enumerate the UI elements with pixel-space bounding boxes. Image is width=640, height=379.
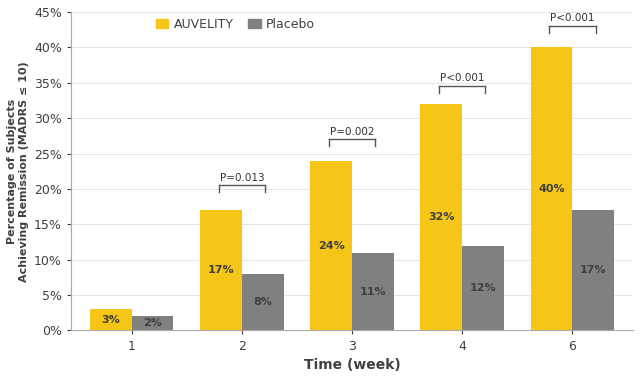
- Bar: [531, 47, 572, 330]
- Bar: [572, 210, 614, 330]
- Legend: AUVELITY, Placebo: AUVELITY, Placebo: [156, 18, 315, 31]
- Y-axis label: Percentage of Subjects
Achieving Remission (MADRS ≤ 10): Percentage of Subjects Achieving Remissi…: [7, 61, 29, 282]
- Text: P=0.002: P=0.002: [330, 127, 374, 136]
- Bar: [420, 104, 462, 330]
- Text: 11%: 11%: [360, 287, 387, 296]
- Bar: [132, 316, 173, 330]
- Text: 32%: 32%: [428, 212, 454, 222]
- Text: P=0.013: P=0.013: [220, 172, 264, 183]
- Text: 8%: 8%: [253, 297, 272, 307]
- Text: 12%: 12%: [470, 283, 497, 293]
- Bar: [242, 274, 284, 330]
- Bar: [462, 246, 504, 330]
- Text: P<0.001: P<0.001: [550, 13, 595, 23]
- Text: 40%: 40%: [538, 184, 565, 194]
- Bar: [310, 161, 352, 330]
- Text: 17%: 17%: [207, 265, 234, 275]
- X-axis label: Time (week): Time (week): [303, 358, 401, 372]
- Bar: [352, 253, 394, 330]
- Text: 17%: 17%: [580, 265, 607, 275]
- Text: 2%: 2%: [143, 318, 162, 328]
- Bar: [200, 210, 242, 330]
- Text: 3%: 3%: [101, 315, 120, 325]
- Text: 24%: 24%: [317, 241, 344, 251]
- Text: P<0.001: P<0.001: [440, 74, 484, 83]
- Bar: [90, 309, 132, 330]
